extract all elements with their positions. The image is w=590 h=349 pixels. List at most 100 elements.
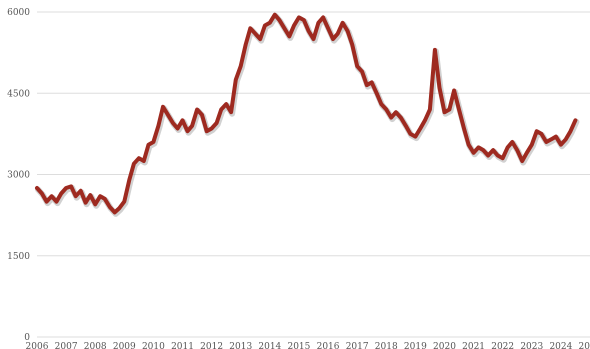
- data-point: [540, 132, 543, 136]
- data-point: [229, 111, 233, 114]
- data-point: [491, 148, 495, 152]
- data-point: [278, 18, 281, 22]
- data-point: [186, 130, 189, 133]
- data-point: [239, 65, 242, 68]
- data-point: [60, 192, 63, 195]
- data-point: [545, 140, 548, 144]
- data-point: [152, 140, 155, 144]
- data-point: [321, 16, 325, 19]
- data-point: [128, 178, 131, 182]
- data-point: [472, 151, 475, 154]
- data-point: [84, 201, 87, 204]
- data-point: [375, 92, 378, 95]
- data-point: [69, 185, 73, 188]
- x-tick-label: 2006: [26, 342, 49, 349]
- x-tick-label: 2020: [433, 342, 456, 349]
- grid-layer: [37, 11, 590, 338]
- data-point: [273, 13, 276, 16]
- data-point: [486, 154, 490, 157]
- data-point: [220, 108, 223, 111]
- data-point: [268, 21, 271, 24]
- x-tick-label: 2016: [317, 342, 340, 349]
- data-point: [94, 203, 97, 206]
- data-point: [496, 154, 499, 157]
- y-tick-label: 3000: [7, 171, 30, 181]
- x-tick-label: 2010: [142, 342, 165, 349]
- x-tick-label: 2021: [462, 342, 485, 349]
- data-point: [288, 35, 291, 38]
- data-point: [123, 200, 126, 203]
- data-point: [176, 127, 179, 130]
- data-point: [147, 143, 150, 146]
- data-point: [390, 116, 393, 119]
- data-point: [259, 37, 262, 41]
- x-tick-label: 2011: [171, 342, 194, 349]
- data-point: [409, 132, 412, 136]
- x-tick-label: 2019: [404, 342, 427, 349]
- data-point: [404, 124, 407, 128]
- data-point: [414, 135, 417, 138]
- x-tick-label: 2012: [200, 342, 223, 349]
- data-point: [341, 21, 344, 24]
- data-point: [336, 32, 339, 35]
- data-point: [467, 143, 470, 146]
- data-point: [331, 37, 335, 41]
- data-point: [200, 113, 204, 117]
- data-point: [380, 102, 383, 106]
- y-tick-label: 1500: [7, 252, 30, 262]
- data-point: [419, 127, 422, 130]
- series-line: [35, 12, 578, 215]
- data-point: [448, 108, 451, 111]
- data-point: [297, 16, 301, 19]
- data-point: [244, 43, 247, 46]
- data-point: [55, 200, 58, 203]
- data-point: [506, 146, 509, 149]
- y-tick-label: 6000: [7, 8, 30, 18]
- data-point: [171, 121, 175, 125]
- data-point: [559, 143, 563, 146]
- data-point: [346, 29, 349, 33]
- data-point: [99, 195, 102, 198]
- data-point: [142, 159, 145, 163]
- data-point: [550, 138, 553, 141]
- data-point: [35, 186, 39, 190]
- data-point: [181, 119, 184, 122]
- data-point: [74, 195, 77, 198]
- x-tick-label: 2015: [287, 342, 310, 349]
- x-axis-ticks: 2006 2007 2008 2009 2010 2011 2012 2013 2014 2015…: [26, 342, 590, 349]
- data-point: [118, 206, 121, 210]
- data-point: [530, 143, 533, 146]
- x-tick-label: 2023: [520, 342, 543, 349]
- data-point: [190, 124, 194, 128]
- data-point: [477, 146, 480, 149]
- data-point: [225, 102, 228, 106]
- x-tick-label: 2025: [579, 342, 590, 349]
- data-point: [40, 192, 44, 195]
- data-point: [234, 78, 237, 81]
- data-point: [394, 111, 398, 114]
- y-axis-ticks: 0 1500 3000 4500 6000: [7, 8, 30, 343]
- data-point: [365, 83, 368, 87]
- x-tick-label: 2009: [113, 342, 136, 349]
- data-point: [215, 121, 218, 125]
- data-point: [462, 127, 466, 130]
- data-point: [64, 186, 68, 190]
- data-point: [564, 138, 567, 141]
- series-layer: [35, 12, 580, 217]
- data-point: [443, 111, 446, 114]
- data-point: [283, 27, 286, 30]
- data-point: [399, 116, 402, 119]
- data-point: [554, 135, 558, 138]
- data-point: [50, 195, 53, 198]
- data-point: [482, 148, 485, 152]
- data-point: [263, 24, 267, 27]
- data-point: [166, 113, 170, 117]
- x-tick-label: 2022: [491, 342, 514, 349]
- data-point: [525, 151, 528, 154]
- data-point: [370, 81, 373, 84]
- data-point: [521, 159, 524, 163]
- data-point: [249, 27, 252, 30]
- x-tick-label: 2018: [375, 342, 398, 349]
- data-point: [535, 130, 538, 133]
- data-point: [452, 89, 456, 92]
